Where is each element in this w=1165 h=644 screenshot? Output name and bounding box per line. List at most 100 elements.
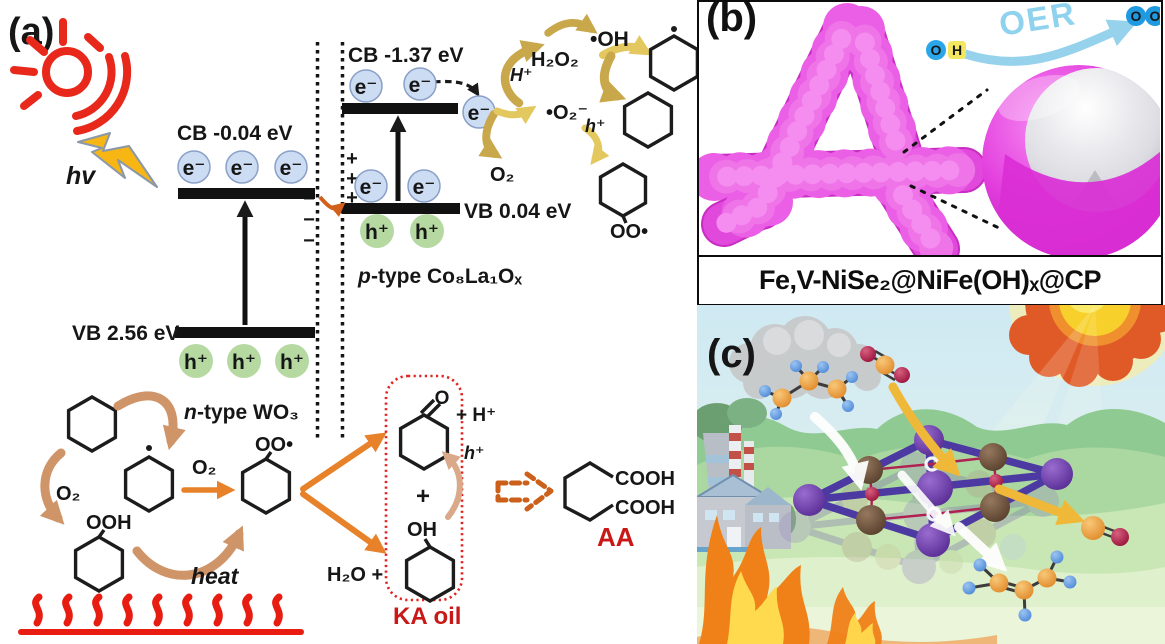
svg-text:h⁺: h⁺ bbox=[415, 221, 439, 244]
oxo-node bbox=[865, 487, 879, 501]
fork-arrows bbox=[300, 432, 387, 554]
metal-node-brown bbox=[980, 492, 1010, 522]
cola-vb-label: VB 0.04 eV bbox=[464, 200, 571, 223]
propane-molecule bbox=[759, 360, 858, 420]
peroxy-radical-label: OO• bbox=[610, 221, 648, 243]
cooh-bottom-label: COOH bbox=[615, 497, 675, 519]
svg-text:e⁻: e⁻ bbox=[231, 157, 254, 180]
cyclohexanol-structure bbox=[404, 538, 456, 603]
metal-node-purple bbox=[793, 484, 825, 516]
svg-text:h⁺: h⁺ bbox=[184, 351, 208, 374]
hydroxide-species: O H bbox=[926, 40, 966, 60]
svg-text:h⁺: h⁺ bbox=[280, 351, 304, 374]
adipic-acid-structure bbox=[563, 461, 614, 522]
oer-arrow bbox=[960, 19, 1138, 66]
electron-dashed-arrow bbox=[433, 79, 480, 97]
panel-c-scene: (c) bbox=[697, 305, 1165, 644]
junction-dotted-lines bbox=[315, 42, 345, 442]
mof-lattice bbox=[793, 425, 1073, 557]
metal-node-brown bbox=[856, 505, 886, 535]
wo3-vb-label: VB 2.56 eV bbox=[72, 322, 179, 345]
plus-hplus-label: + H⁺ bbox=[456, 405, 496, 426]
cola-name-prefix: p bbox=[357, 265, 371, 288]
metal-node-purple bbox=[1041, 458, 1073, 490]
cola-cb-label: CB -1.37 eV bbox=[348, 44, 464, 67]
svg-text:+: + bbox=[346, 148, 358, 170]
cola-name: -type Co₈La₁Oₓ bbox=[371, 265, 522, 288]
svg-text:e⁻: e⁻ bbox=[360, 176, 383, 199]
ka-plus-label: + bbox=[416, 483, 430, 510]
wo3-cb-bar bbox=[178, 188, 315, 199]
panel-a-label: (a) bbox=[8, 11, 54, 53]
svg-text:e⁻: e⁻ bbox=[183, 157, 206, 180]
svg-text:+: + bbox=[346, 168, 358, 190]
propene-molecule bbox=[962, 550, 1077, 622]
ka-oil-box bbox=[384, 374, 464, 602]
flames bbox=[697, 515, 997, 644]
heat-baseline bbox=[18, 629, 304, 635]
wo3-cb-label: CB -0.04 eV bbox=[177, 122, 293, 145]
h2o-label: H₂O + bbox=[327, 564, 383, 586]
wo3-vb-bar bbox=[175, 327, 315, 338]
panel-a-band-diagram: (a) hv − − − + + + CB -0.04 eV VB 2.56 e… bbox=[8, 11, 697, 635]
thermal-cycle-arrows bbox=[39, 391, 244, 580]
wo3-name: -type WO₃ bbox=[197, 401, 299, 424]
svg-text:O: O bbox=[931, 42, 942, 58]
o2-label: O₂ bbox=[490, 164, 514, 186]
aa-label: AA bbox=[597, 522, 635, 552]
svg-text:−: − bbox=[303, 209, 315, 231]
oxo-node bbox=[989, 474, 1003, 488]
svg-text:−: − bbox=[303, 230, 315, 252]
svg-text:H: H bbox=[952, 42, 962, 58]
peroxy-cycle-label: OO• bbox=[255, 434, 293, 456]
svg-text:e⁻: e⁻ bbox=[413, 176, 436, 199]
superoxide-label: •O₂⁻ bbox=[546, 102, 588, 124]
ka-hole-label: h⁺ bbox=[464, 443, 485, 463]
oh-radical-label: •OH bbox=[590, 28, 629, 51]
core-shell-sphere bbox=[982, 65, 1160, 256]
cyclohexanone-structure bbox=[398, 398, 450, 471]
o2-cycle-left-label: O₂ bbox=[56, 483, 80, 505]
ketone-oxygen-label: O bbox=[435, 388, 450, 409]
hv-label: hv bbox=[66, 162, 97, 190]
svg-text:O: O bbox=[1131, 8, 1142, 24]
ka-oil-label: KA oil bbox=[393, 603, 461, 630]
svg-text:h⁺: h⁺ bbox=[232, 351, 256, 374]
electrons: e⁻ e⁻ e⁻ e⁻ e⁻ e⁻ e⁻ e⁻ bbox=[177, 67, 496, 203]
dashed-block-arrow bbox=[495, 471, 554, 512]
panel-b-catalyst: O H O O (b) OER Fe,V-NiSe₂@NiFe(OH)ₓ@CP bbox=[697, 0, 1163, 306]
svg-text:e⁻: e⁻ bbox=[468, 102, 491, 125]
hydroxyl-label: OH bbox=[407, 519, 437, 541]
co2-molecule bbox=[860, 346, 910, 383]
sun-icon bbox=[10, 18, 132, 135]
svg-text:e⁻: e⁻ bbox=[280, 157, 303, 180]
svg-text:O: O bbox=[1150, 8, 1160, 24]
o2-cycle-mid-label: O₂ bbox=[192, 457, 216, 479]
ka-hole-arrow bbox=[441, 451, 463, 520]
lightning-icon bbox=[77, 132, 158, 188]
nanorods bbox=[699, 3, 988, 256]
cola-vb-bar bbox=[342, 203, 460, 214]
svg-text:h⁺: h⁺ bbox=[365, 221, 389, 244]
hole-small-label: h⁺ bbox=[585, 116, 606, 136]
reaction-arrows bbox=[810, 382, 1086, 572]
interface-electron-arrow bbox=[318, 195, 346, 218]
panel-c-label: (c) bbox=[707, 332, 756, 376]
panel-b-art: O H O O bbox=[699, 3, 1160, 256]
catalyst-formula: Fe,V-NiSe₂@NiFe(OH)ₓ@CP bbox=[699, 255, 1161, 304]
heat-flames-icon bbox=[32, 593, 283, 627]
oxygen-product: O O bbox=[1126, 6, 1160, 26]
h-plus-label: H⁺ bbox=[510, 65, 533, 85]
thermal-cycle-structures bbox=[66, 395, 292, 593]
ooh-label: OOH bbox=[86, 512, 132, 534]
charge-signs: − − − + + + bbox=[303, 148, 358, 252]
heat-label: heat bbox=[191, 563, 240, 589]
co-molecule bbox=[1081, 516, 1129, 546]
cooh-top-label: COOH bbox=[615, 468, 675, 490]
svg-text:+: + bbox=[346, 187, 358, 209]
cola-cb-bar bbox=[342, 103, 458, 114]
metal-node-brown bbox=[979, 443, 1007, 471]
magnifier-dotted-lines bbox=[902, 88, 1001, 230]
svg-text:e⁻: e⁻ bbox=[355, 76, 378, 99]
svg-text:e⁻: e⁻ bbox=[409, 74, 432, 97]
